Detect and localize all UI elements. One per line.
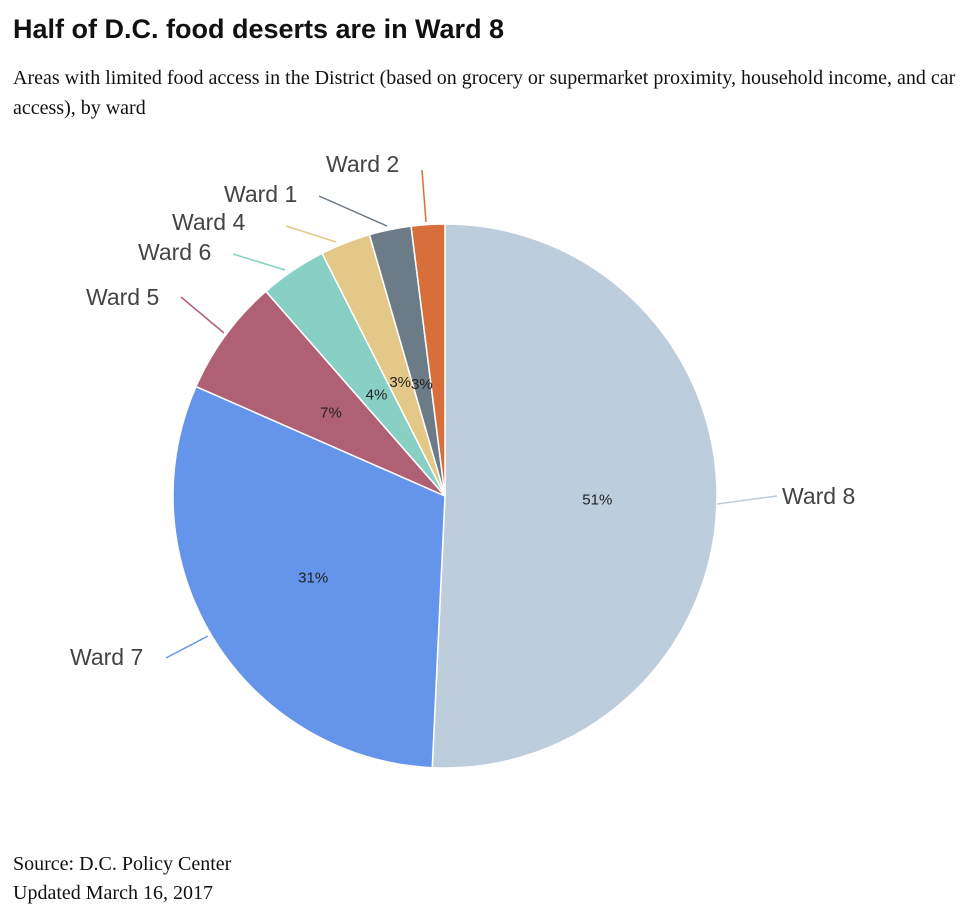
leader-line-ward-2 (421, 169, 427, 223)
leader-line-ward-8 (716, 495, 778, 505)
pct-label-ward-5: 7% (320, 404, 342, 421)
pct-label-ward-8: 51% (582, 492, 612, 509)
slice-label-ward-4: Ward 4 (172, 209, 245, 235)
chart-subtitle: Areas with limited food access in the Di… (13, 67, 956, 119)
leader-line-ward-5 (180, 296, 225, 334)
chart-footer: Source: D.C. Policy Center Updated March… (13, 850, 231, 908)
pct-label-ward-6: 4% (366, 387, 388, 404)
leader-line-ward-1 (318, 195, 388, 227)
slice-label-ward-7: Ward 7 (70, 644, 143, 670)
pie-slice-ward-8 (431, 223, 718, 769)
updated-note: Updated March 16, 2017 (13, 882, 213, 904)
pct-label-ward-4: 3% (389, 374, 411, 391)
slice-label-ward-1: Ward 1 (224, 181, 297, 207)
pie-slice-ward-2 (410, 223, 446, 497)
pie-slice-ward-5 (195, 290, 446, 497)
pct-label-ward-1: 3% (411, 376, 433, 393)
slice-label-ward-6: Ward 6 (138, 239, 211, 265)
chart-title: Half of D.C. food deserts are in Ward 8 (13, 14, 505, 44)
pie-slice-ward-7 (172, 385, 446, 769)
leader-line-ward-7 (165, 635, 209, 659)
pct-label-ward-7: 31% (298, 570, 328, 587)
slice-label-ward-2: Ward 2 (326, 151, 399, 177)
slice-label-ward-8: Ward 8 (782, 483, 855, 509)
leader-line-ward-4 (285, 225, 337, 243)
leader-line-ward-6 (232, 253, 286, 271)
source-note: Source: D.C. Policy Center (13, 853, 232, 875)
slice-label-ward-5: Ward 5 (86, 284, 159, 310)
